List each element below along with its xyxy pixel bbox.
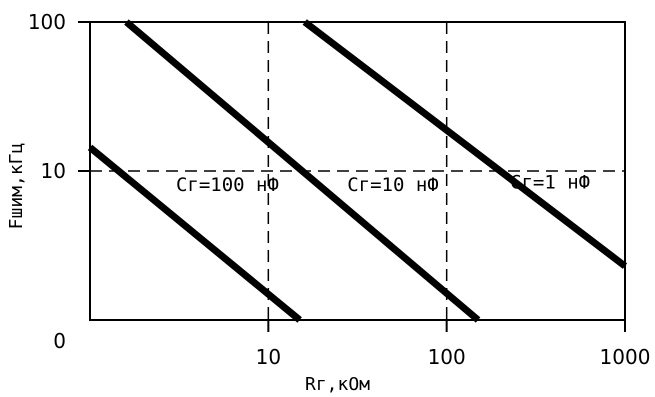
series-label: Cг=10 нФ: [347, 174, 439, 196]
grid-lines: [90, 22, 625, 320]
x-tick-label: 100: [428, 345, 466, 369]
y-tick-label: 0: [53, 329, 66, 353]
x-axis-title: Rг,кОм: [305, 374, 370, 395]
y-tick-label: 100: [28, 10, 66, 34]
series-line: [124, 19, 481, 323]
series-label: Cг=1 нФ: [510, 172, 590, 194]
x-tick-label: 10: [256, 345, 281, 369]
y-axis-title: Fшим,кГц: [6, 143, 27, 230]
series-labels: Cг=100 нФ Cг=10 нФ Cг=1 нФ: [176, 172, 590, 196]
series-line: [87, 144, 302, 323]
x-tick-label: 1000: [600, 345, 651, 369]
y-tick-label: 10: [41, 159, 66, 183]
series-lines: [87, 19, 628, 323]
tick-labels: 10 100 1000 0 10 100: [28, 10, 651, 369]
series-line: [302, 19, 628, 269]
series-label: Cг=100 нФ: [176, 174, 279, 196]
